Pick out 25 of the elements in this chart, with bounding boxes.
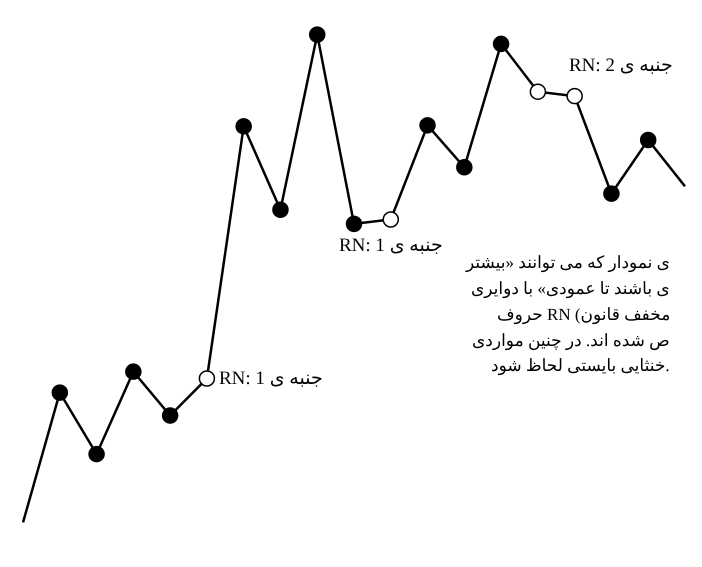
point <box>530 83 546 100</box>
point <box>346 216 362 232</box>
point <box>198 370 216 387</box>
annotation: RN: 2 جنبه ی <box>569 55 673 76</box>
point <box>492 36 510 52</box>
point <box>272 201 289 218</box>
point <box>603 185 620 202</box>
point <box>88 446 105 462</box>
point <box>456 159 473 176</box>
annotation: RN: 1 جنبه ی <box>219 368 323 389</box>
point <box>419 117 436 134</box>
annotation: ص شده اند. در چنین مواردی <box>472 331 670 351</box>
point <box>308 26 326 43</box>
point <box>566 88 583 104</box>
annotation: ی نمودار که می توانند «بیشتر <box>465 253 670 273</box>
annotation: ی باشند تا عمودی» با دوایری <box>471 279 670 299</box>
point <box>382 211 400 228</box>
annotation: RN: 1 جنبه ی <box>339 235 443 256</box>
annotation: حروف RN (مخفف قانون <box>497 305 670 325</box>
point <box>125 363 142 380</box>
point <box>162 407 178 424</box>
annotation: خنثایی بایستی لحاظ شود. <box>491 356 670 376</box>
point <box>640 132 656 148</box>
point <box>52 384 68 401</box>
point <box>235 118 252 135</box>
